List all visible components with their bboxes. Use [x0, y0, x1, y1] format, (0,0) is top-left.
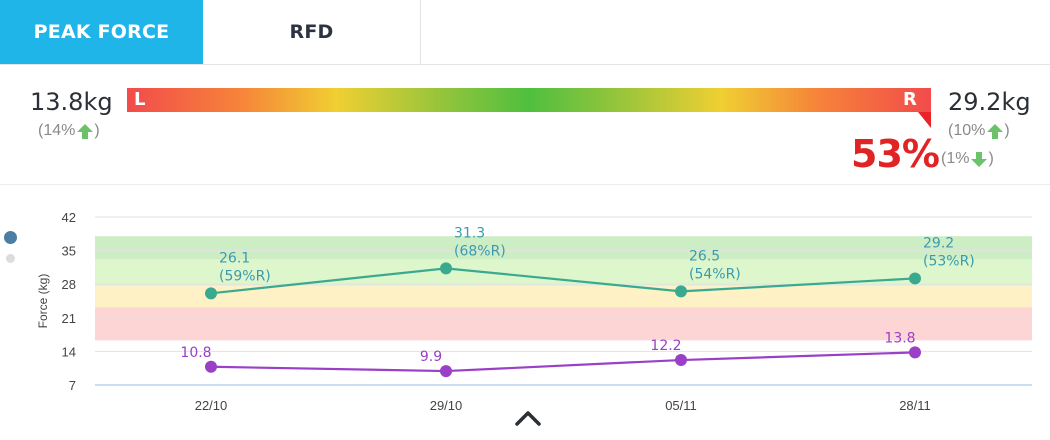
data-label: 31.3 — [454, 225, 485, 241]
arrow-up-icon — [987, 123, 1004, 139]
data-point — [675, 285, 687, 298]
y-tick-label: 14 — [62, 344, 76, 359]
data-label: 12.2 — [650, 338, 681, 354]
series-line-1 — [210, 351, 916, 373]
left-change-text: (14% — [38, 122, 76, 139]
page-indicator-inactive[interactable] — [6, 254, 15, 263]
y-tick-label: 21 — [62, 311, 76, 326]
data-label: 26.5 — [689, 248, 720, 264]
data-sublabel: (54%R) — [689, 266, 741, 282]
asymmetry-change-close: ) — [988, 150, 994, 167]
data-point — [675, 354, 687, 367]
force-line-chart: 42 35 28 21 14 7 Force (kg) 22/10 29/10 05/11 28/1… — [36, 210, 1032, 413]
data-sublabel: (59%R) — [219, 268, 271, 284]
asymmetry-change-text: (1% — [941, 150, 970, 167]
zone-band-1 — [95, 286, 1032, 308]
left-force-value: 13.8kg — [30, 88, 113, 116]
right-force-value: 29.2kg — [948, 88, 1031, 116]
data-label: 26.1 — [219, 250, 250, 266]
asymmetry-summary: 13.8kg (14% ) L R 29.2kg (10% ) 53% (1% … — [0, 66, 1050, 184]
arrow-down-icon — [971, 151, 988, 167]
asymmetry-change: (1% ) — [941, 150, 994, 168]
y-tick-label: 28 — [62, 277, 76, 292]
asymmetry-marker — [918, 112, 931, 128]
data-point — [205, 360, 217, 373]
left-force-change: (14% ) — [38, 122, 100, 140]
asymmetry-gradient-bar — [127, 88, 931, 112]
left-change-close: ) — [94, 122, 100, 139]
arrow-up-icon — [77, 123, 94, 139]
x-tick-label: 28/11 — [899, 398, 931, 413]
data-point — [440, 262, 452, 275]
data-label: 13.8 — [884, 330, 915, 346]
right-force-change: (10% ) — [948, 122, 1010, 140]
data-label: 10.8 — [180, 345, 211, 361]
zone-band-3 — [95, 236, 1032, 260]
bar-right-label: R — [903, 89, 917, 110]
right-change-close: ) — [1004, 122, 1010, 139]
tab-peak-force[interactable]: PEAK FORCE — [0, 0, 203, 64]
series-line-0 — [210, 267, 916, 295]
bar-left-label: L — [134, 89, 146, 110]
y-tick-label: 35 — [62, 244, 76, 259]
tab-rfd[interactable]: RFD — [203, 0, 421, 64]
right-change-text: (10% — [948, 122, 986, 139]
y-axis-label: Force (kg) — [36, 274, 50, 329]
x-tick-label: 05/11 — [665, 398, 697, 413]
section-divider — [0, 184, 1050, 185]
x-tick-label: 22/10 — [195, 398, 228, 413]
data-label: 29.2 — [923, 235, 954, 251]
data-sublabel: (68%R) — [454, 243, 506, 259]
data-point — [909, 346, 921, 359]
x-tick-label: 29/10 — [430, 398, 463, 413]
y-tick-label: 42 — [62, 210, 76, 225]
zone-band-0 — [95, 307, 1032, 341]
tab-bar: PEAK FORCE RFD — [0, 0, 1050, 65]
data-point — [440, 365, 452, 378]
y-tick-label: 7 — [69, 378, 76, 393]
data-sublabel: (53%R) — [923, 253, 975, 269]
data-point — [909, 272, 921, 285]
asymmetry-percent: 53% — [851, 132, 940, 176]
data-point — [205, 287, 217, 300]
chevron-up-icon[interactable] — [513, 408, 543, 428]
data-label: 9.9 — [420, 349, 442, 365]
page-indicator-active[interactable] — [4, 231, 17, 244]
